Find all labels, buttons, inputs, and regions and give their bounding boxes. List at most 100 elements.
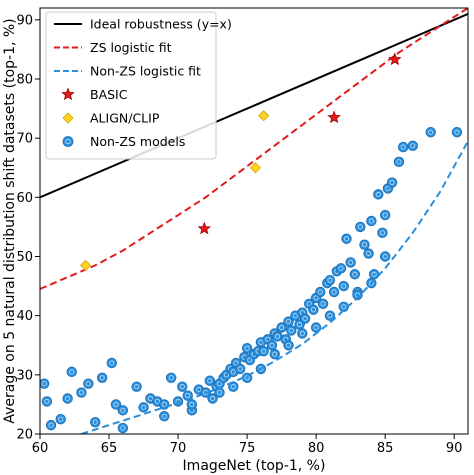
series-line-2 xyxy=(81,140,468,434)
point-circle-89-ring xyxy=(313,324,319,331)
point-circle-3 xyxy=(55,414,66,425)
point-circle-5-ring xyxy=(69,369,75,375)
x-tick-label-5: 85 xyxy=(377,441,394,456)
point-circle-86 xyxy=(269,348,280,360)
point-circle-70-ring xyxy=(361,242,367,248)
point-circle-26 xyxy=(207,393,218,404)
point-circle-12 xyxy=(117,405,129,416)
point-circle-75 xyxy=(377,227,388,239)
point-circle-82-ring xyxy=(428,129,434,135)
point-circle-55 xyxy=(308,304,319,315)
legend-swatch-3 xyxy=(61,87,75,101)
legend: Ideal robustness (y=x) ZS logistic fit Non… xyxy=(45,11,232,160)
point-circle-46 xyxy=(276,322,287,333)
point-circle-5 xyxy=(66,366,77,378)
point-circle-2 xyxy=(45,419,57,431)
point-circle-8-ring xyxy=(92,419,98,425)
point-circle-23-ring xyxy=(196,387,202,393)
y-tick-label-5: 70 xyxy=(16,132,33,147)
legend-box xyxy=(45,11,217,160)
point-circle-90 xyxy=(324,310,336,321)
point-circle-94 xyxy=(379,251,391,262)
point-circle-0-ring xyxy=(41,381,47,387)
point-circle-49 xyxy=(286,325,297,336)
legend-label-3: BASIC xyxy=(90,87,128,102)
ticks-layer: 60 65 70 75 80 85 90 20 30 40 50 60 70 80 90 xyxy=(16,13,462,456)
point-circle-79-ring xyxy=(396,159,402,165)
point-circle-37-ring xyxy=(247,357,253,363)
point-circle-72 xyxy=(366,215,377,227)
legend-label-5: Non-ZS models xyxy=(90,134,185,149)
point-circle-94-ring xyxy=(382,253,388,260)
x-tick-label-0: 60 xyxy=(32,441,49,456)
point-circle-76-ring xyxy=(382,212,388,218)
point-circle-14-ring xyxy=(141,404,147,410)
legend-swatch-4 xyxy=(62,112,74,124)
point-circle-6-ring xyxy=(78,390,84,396)
point-circle-99 xyxy=(117,422,129,434)
point-circle-18-ring xyxy=(168,375,174,381)
point-circle-13 xyxy=(131,381,142,392)
y-tick-label-3: 50 xyxy=(16,250,33,265)
point-circle-9 xyxy=(96,372,108,383)
point-circle-32-ring xyxy=(230,369,236,375)
point-circle-21-ring xyxy=(185,393,191,399)
point-circle-60 xyxy=(324,274,336,286)
legend-swatch-5 xyxy=(62,136,74,147)
point-circle-80 xyxy=(397,141,409,153)
point-circle-51-ring xyxy=(297,322,303,328)
x-tick-label-6: 90 xyxy=(446,441,463,456)
point-circle-89 xyxy=(310,322,322,333)
point-circle-64 xyxy=(338,280,349,292)
point-circle-75-ring xyxy=(379,230,385,236)
point-circle-25 xyxy=(204,375,216,386)
point-circle-2-ring xyxy=(48,422,54,428)
y-tick-label-1: 30 xyxy=(16,368,33,383)
point-circle-10 xyxy=(106,357,117,369)
point-circle-76 xyxy=(379,209,391,221)
point-star-0 xyxy=(197,221,212,235)
point-circle-83 xyxy=(451,127,463,138)
point-circle-36 xyxy=(241,343,253,354)
point-circle-65-ring xyxy=(343,236,350,242)
point-circle-96-ring xyxy=(230,384,236,390)
point-circle-78 xyxy=(386,177,398,188)
point-circle-67-ring xyxy=(352,271,358,277)
point-circle-67 xyxy=(349,269,360,280)
y-tick-label-0: 20 xyxy=(16,428,33,443)
point-circle-87-ring xyxy=(286,342,292,348)
point-circle-36-ring xyxy=(244,345,250,351)
point-circle-56-ring xyxy=(313,295,319,301)
point-circle-84-ring xyxy=(244,375,250,381)
point-circle-8 xyxy=(90,416,101,428)
point-circle-6 xyxy=(76,387,87,398)
point-circle-57-ring xyxy=(317,289,323,295)
point-circle-78-ring xyxy=(389,180,395,186)
point-circle-42-ring xyxy=(265,336,271,342)
point-circle-66-ring xyxy=(348,259,354,265)
point-circle-4-ring xyxy=(65,395,71,402)
point-circle-71-ring xyxy=(366,251,372,257)
point-circle-26-ring xyxy=(210,395,216,402)
point-circle-58-ring xyxy=(320,301,326,307)
point-circle-88 xyxy=(297,328,308,339)
point-circle-93-ring xyxy=(368,280,374,286)
point-circle-14 xyxy=(138,402,149,413)
point-circle-60-ring xyxy=(327,277,333,283)
series-line-1 xyxy=(40,8,468,290)
point-circle-0 xyxy=(40,378,50,389)
legend-label-1: ZS logistic fit xyxy=(90,40,172,55)
legend-label-2: Non-ZS logistic fit xyxy=(90,64,201,79)
point-circle-90-ring xyxy=(327,313,333,319)
plot-frame xyxy=(39,7,469,435)
x-tick-label-3: 75 xyxy=(239,441,256,456)
point-circle-20 xyxy=(177,381,188,392)
legend-swatch-5-ring xyxy=(65,138,71,145)
point-diamond-2 xyxy=(258,110,270,122)
point-circle-28-ring xyxy=(216,381,222,387)
point-circle-99-ring xyxy=(120,425,126,431)
point-circle-98 xyxy=(159,411,170,422)
point-circle-69-ring xyxy=(357,224,363,230)
point-circle-63 xyxy=(335,263,347,274)
point-diamond-1 xyxy=(249,162,261,174)
